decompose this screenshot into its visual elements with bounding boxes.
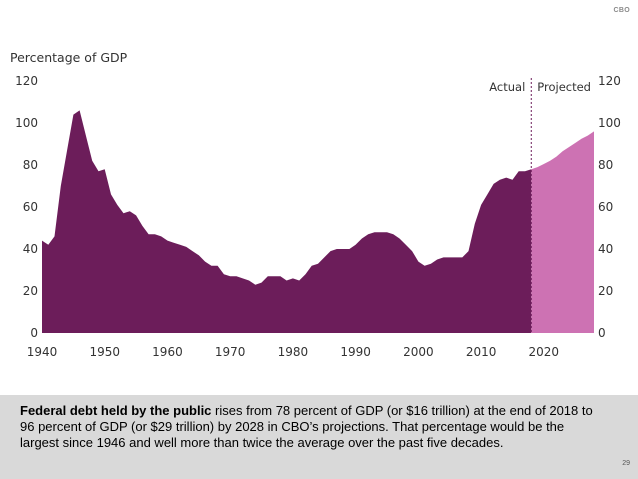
y-tick-left-0: 0 — [30, 326, 38, 340]
x-tick-1: 1950 — [89, 345, 120, 359]
y-tick-left-5: 100 — [15, 116, 38, 130]
caption-text: rises from 78 percent of GDP (or $16 tri… — [20, 403, 593, 450]
legend-projected: Projected — [537, 80, 591, 94]
x-tick-6: 2000 — [403, 345, 434, 359]
x-tick-2: 1960 — [152, 345, 183, 359]
x-tick-0: 1940 — [27, 345, 58, 359]
debt-chart: Percentage of GDP 0 20 40 60 80 100 120 0 20 40 6… — [10, 50, 621, 359]
y-tick-left-4: 80 — [23, 158, 38, 172]
x-tick-4: 1980 — [278, 345, 309, 359]
x-tick-8: 2020 — [529, 345, 560, 359]
y-tick-left-3: 60 — [23, 200, 38, 214]
page-number: 29 — [622, 460, 630, 467]
y-tick-left-2: 40 — [23, 242, 38, 256]
x-tick-7: 2010 — [466, 345, 497, 359]
caption-box: Federal debt held by the public rises fr… — [0, 395, 638, 479]
x-tick-3: 1970 — [215, 345, 246, 359]
y-tick-right-0: 0 — [598, 326, 606, 340]
legend-actual: Actual — [489, 80, 525, 94]
caption-bold: Federal debt held by the public — [20, 403, 212, 418]
left-y-axis: 0 20 40 60 80 100 120 — [15, 74, 38, 340]
y-tick-left-6: 120 — [15, 74, 38, 88]
y-tick-right-2: 40 — [598, 242, 613, 256]
x-tick-5: 1990 — [340, 345, 371, 359]
y-tick-right-5: 100 — [598, 116, 621, 130]
actual-debt-area — [42, 110, 532, 334]
projected-debt-area — [531, 131, 594, 333]
y-tick-right-1: 20 — [598, 284, 613, 298]
y-tick-right-3: 60 — [598, 200, 613, 214]
right-y-axis: 0 20 40 60 80 100 120 — [598, 74, 621, 340]
x-axis: 1940 1950 1960 1970 1980 1990 2000 2010 2020 — [27, 345, 559, 359]
y-axis-label: Percentage of GDP — [10, 50, 128, 65]
cbo-logo: CBO — [613, 7, 630, 14]
y-tick-right-6: 120 — [598, 74, 621, 88]
caption: Federal debt held by the public rises fr… — [20, 403, 600, 451]
y-tick-right-4: 80 — [598, 158, 613, 172]
y-tick-left-1: 20 — [23, 284, 38, 298]
